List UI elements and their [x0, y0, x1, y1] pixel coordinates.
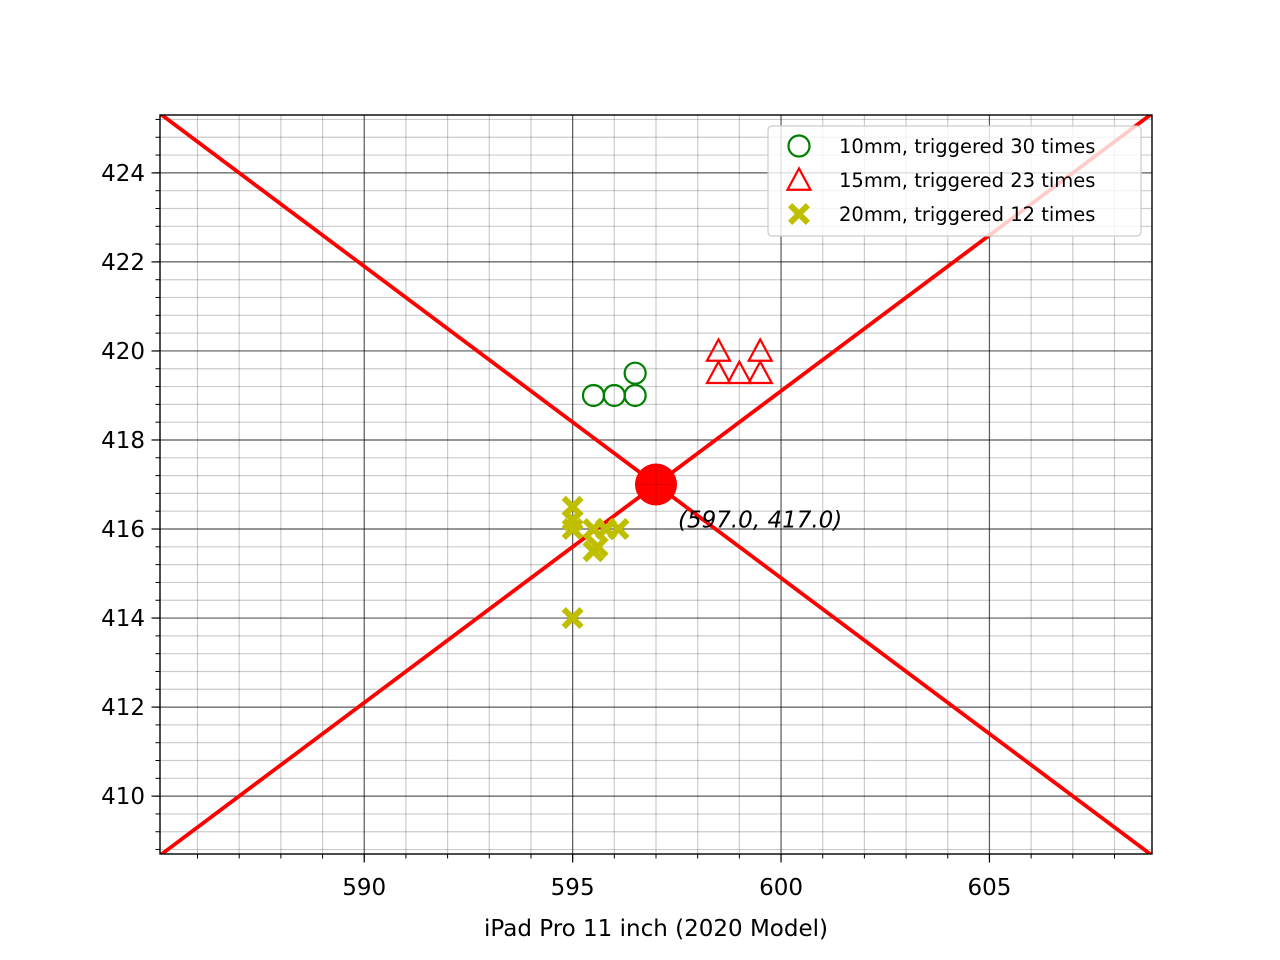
x-tick-label: 590 [342, 875, 386, 901]
point-open-circle [623, 361, 647, 385]
y-tick-label: 416 [101, 517, 145, 543]
point-open-triangle [746, 359, 774, 385]
x-axis-label: iPad Pro 11 inch (2020 Model) [484, 916, 828, 942]
point-filled-x [561, 518, 584, 541]
legend-marker-15mm [785, 166, 813, 191]
point-filled-x [607, 518, 630, 541]
y-tick-label: 424 [101, 161, 145, 187]
legend-filled-x-icon [788, 203, 810, 225]
legend-label-10mm: 10mm, triggered 30 times [839, 135, 1095, 158]
legend-box [767, 125, 1142, 237]
legend-open-circle-icon [787, 134, 811, 158]
legend-open-triangle-icon [785, 166, 813, 191]
legend-marker-20mm [788, 203, 810, 225]
x-tick-label: 605 [967, 875, 1011, 901]
y-tick-label: 422 [101, 250, 145, 276]
axis-ticks: 590 595 600 605 410 412 414 416 418 420 422 424 [101, 118, 1115, 901]
y-tick-label: 410 [101, 784, 145, 810]
legend-label-15mm: 15mm, triggered 23 times [839, 169, 1095, 192]
x-tick-label: 595 [551, 875, 595, 901]
point-open-triangle [705, 337, 732, 362]
legend: 10mm, triggered 30 times 15mm, triggered… [767, 125, 1142, 237]
legend-marker-10mm [787, 134, 811, 158]
point-filled-x [586, 535, 609, 558]
y-tick-label: 420 [101, 339, 145, 365]
point-open-triangle [705, 359, 732, 385]
legend-label-20mm: 20mm, triggered 12 times [839, 203, 1095, 226]
x-tick-label: 600 [759, 875, 803, 901]
grid-lines [160, 115, 1152, 854]
data-points [561, 337, 774, 630]
point-open-triangle [726, 359, 753, 385]
center-annotation: (597.0, 417.0) [678, 508, 842, 534]
point-filled-x [561, 607, 584, 630]
point-open-circle [581, 383, 606, 408]
y-tick-label: 412 [101, 695, 145, 721]
y-tick-label: 418 [101, 428, 145, 454]
point-open-circle [623, 383, 647, 408]
y-tick-label: 414 [101, 606, 145, 632]
point-open-triangle [746, 337, 774, 362]
